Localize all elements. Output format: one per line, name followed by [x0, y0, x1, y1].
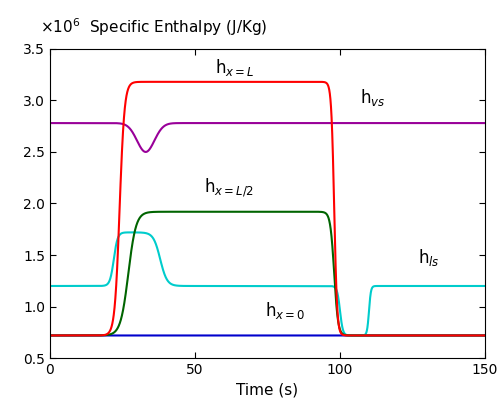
Text: h$_{x=0}$: h$_{x=0}$ [264, 300, 305, 321]
Text: h$_{vs}$: h$_{vs}$ [360, 87, 386, 107]
Text: h$_{x=L/2}$: h$_{x=L/2}$ [204, 177, 254, 199]
Text: h$_{ls}$: h$_{ls}$ [418, 247, 440, 269]
Text: h$_{x=L}$: h$_{x=L}$ [216, 57, 255, 78]
X-axis label: Time (s): Time (s) [236, 383, 298, 398]
Text: $\times 10^6$  Specific Enthalpy (J/Kg): $\times 10^6$ Specific Enthalpy (J/Kg) [40, 16, 268, 38]
